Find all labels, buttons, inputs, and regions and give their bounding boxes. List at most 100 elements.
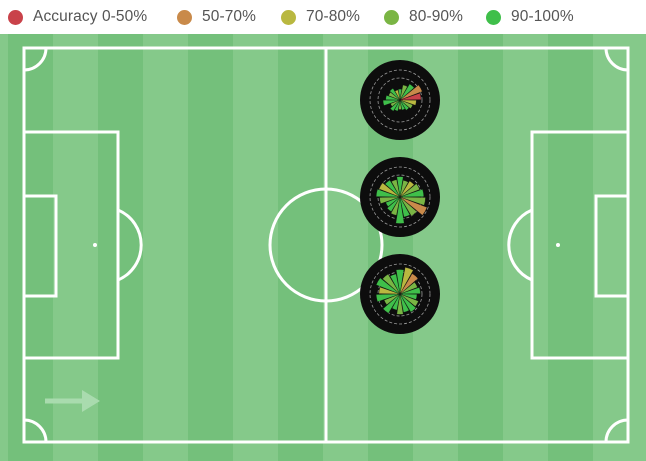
sonar-wedge (399, 99, 406, 111)
sonar-ring-outer (369, 166, 431, 228)
right-goal-area (594, 194, 630, 298)
legend-label-70-80: 70-80% (306, 8, 361, 25)
pitch-stripe (593, 34, 638, 461)
legend-swatch-70-80 (281, 9, 296, 25)
sonar-wedge (399, 99, 417, 106)
sonar-wedge (399, 180, 415, 198)
legend-item-50-70: 50-70% (177, 5, 256, 29)
legend-item-80-90: 80-90% (384, 5, 463, 29)
left-penalty-spot (93, 243, 97, 247)
sonar-wedge (383, 293, 401, 305)
pitch-markings (22, 46, 630, 444)
pitch-stripe (503, 34, 548, 461)
sonar-wedge (384, 179, 401, 198)
sonar-wedge (399, 282, 418, 295)
left-goal-area (22, 194, 58, 298)
sonar-ring-inner (377, 174, 423, 220)
sonar-wedge (399, 293, 417, 313)
sonar-wedge (399, 293, 419, 307)
attack-direction-arrow (45, 390, 100, 412)
right-penalty-arc (507, 208, 533, 282)
legend: Accuracy 0-50% 50-70% 70-80% 80-90% 90-1… (0, 0, 646, 34)
sonar-wedge (399, 293, 410, 313)
pitch-stripes (0, 34, 646, 461)
sonar-wedge (396, 293, 404, 315)
sonar-wedge (399, 92, 422, 101)
corner-arc-bottom-right (604, 418, 629, 443)
sonar-wedge (399, 99, 410, 111)
sonar-wedge (399, 287, 421, 295)
pitch-stripe (143, 34, 188, 461)
legend-swatch-0-50 (8, 9, 23, 25)
sonar-ring-inner (377, 271, 423, 317)
pitch-stripe (53, 34, 98, 461)
corner-arc-top-right (604, 47, 629, 72)
corner-arc-bottom-left (23, 418, 48, 443)
sonar-wedge (399, 99, 413, 109)
sonar-wedge (391, 179, 401, 198)
centre-circle (268, 187, 384, 303)
sonar-ring-inner (377, 77, 423, 123)
sonar-wedge (395, 196, 405, 224)
sonar-middle (360, 157, 440, 237)
sonar-wedge (376, 293, 401, 302)
legend-item-70-80: 70-80% (281, 5, 360, 29)
pitch-stripe (8, 34, 53, 461)
sonar-wedge (399, 84, 408, 101)
pass-sonars (360, 60, 440, 334)
sonar-wedge (399, 180, 409, 198)
sonar-wedge (386, 196, 401, 212)
legend-item-0-50: Accuracy 0-50% (8, 5, 147, 29)
sonar-wedge (394, 99, 401, 112)
sonar-wedge (390, 196, 401, 216)
sonar-wedge (389, 273, 401, 295)
legend-swatch-80-90 (384, 9, 399, 25)
sonar-wedge (399, 83, 415, 101)
sonar-wedge (390, 99, 401, 112)
pitch-stripe (278, 34, 323, 461)
sonar-wedge (382, 273, 401, 295)
sonar-wedge (389, 88, 401, 101)
sonar-wedge (399, 196, 411, 218)
sonar-wedge (379, 196, 401, 204)
sonar-wedge (376, 189, 401, 198)
sonar-wedge (391, 293, 401, 311)
left-penalty-arc (117, 208, 143, 282)
sonar-wedge (399, 84, 423, 101)
legend-swatch-90-100 (486, 9, 501, 25)
sonar-wedge (394, 89, 401, 101)
sonar-wedge (388, 92, 401, 101)
legend-label-90-100: 90-100% (511, 8, 574, 25)
sonar-wedge (398, 88, 402, 101)
sonar-wedge (385, 95, 401, 101)
right-penalty-spot (556, 243, 560, 247)
sonar-wedge (385, 196, 401, 207)
legend-item-90-100: 90-100% (486, 5, 574, 29)
sonar-wedge (399, 273, 419, 295)
legend-swatch-50-70 (177, 9, 192, 25)
legend-label-0-50: Accuracy 0-50% (33, 8, 148, 25)
sonar-wedge (399, 267, 414, 295)
sonar-wedge (382, 99, 401, 106)
sonar-wedge (399, 196, 426, 206)
legend-label-50-70: 50-70% (202, 8, 257, 25)
pitch-stripe (98, 34, 143, 461)
sonar-wedge (390, 99, 401, 107)
sonar-top (360, 60, 440, 140)
sonar-ring-outer (369, 263, 431, 325)
sonar-wedge (375, 277, 401, 295)
sonar-wedge (398, 99, 402, 110)
sonar-wedge (395, 269, 405, 295)
sonar-bottom (360, 254, 440, 334)
sonar-wedge (399, 189, 424, 198)
sonar-wedge (378, 286, 401, 295)
corner-arc-top-left (23, 47, 48, 72)
pitch-stripe (188, 34, 233, 461)
sonar-wedge (382, 293, 401, 314)
legend-label-80-90: 80-90% (409, 8, 464, 25)
sonar-ring-outer (369, 69, 431, 131)
sonar-wedge (378, 182, 401, 198)
pitch-stripe (458, 34, 503, 461)
pitch-stripe (548, 34, 593, 461)
sonar-wedge (399, 196, 428, 216)
